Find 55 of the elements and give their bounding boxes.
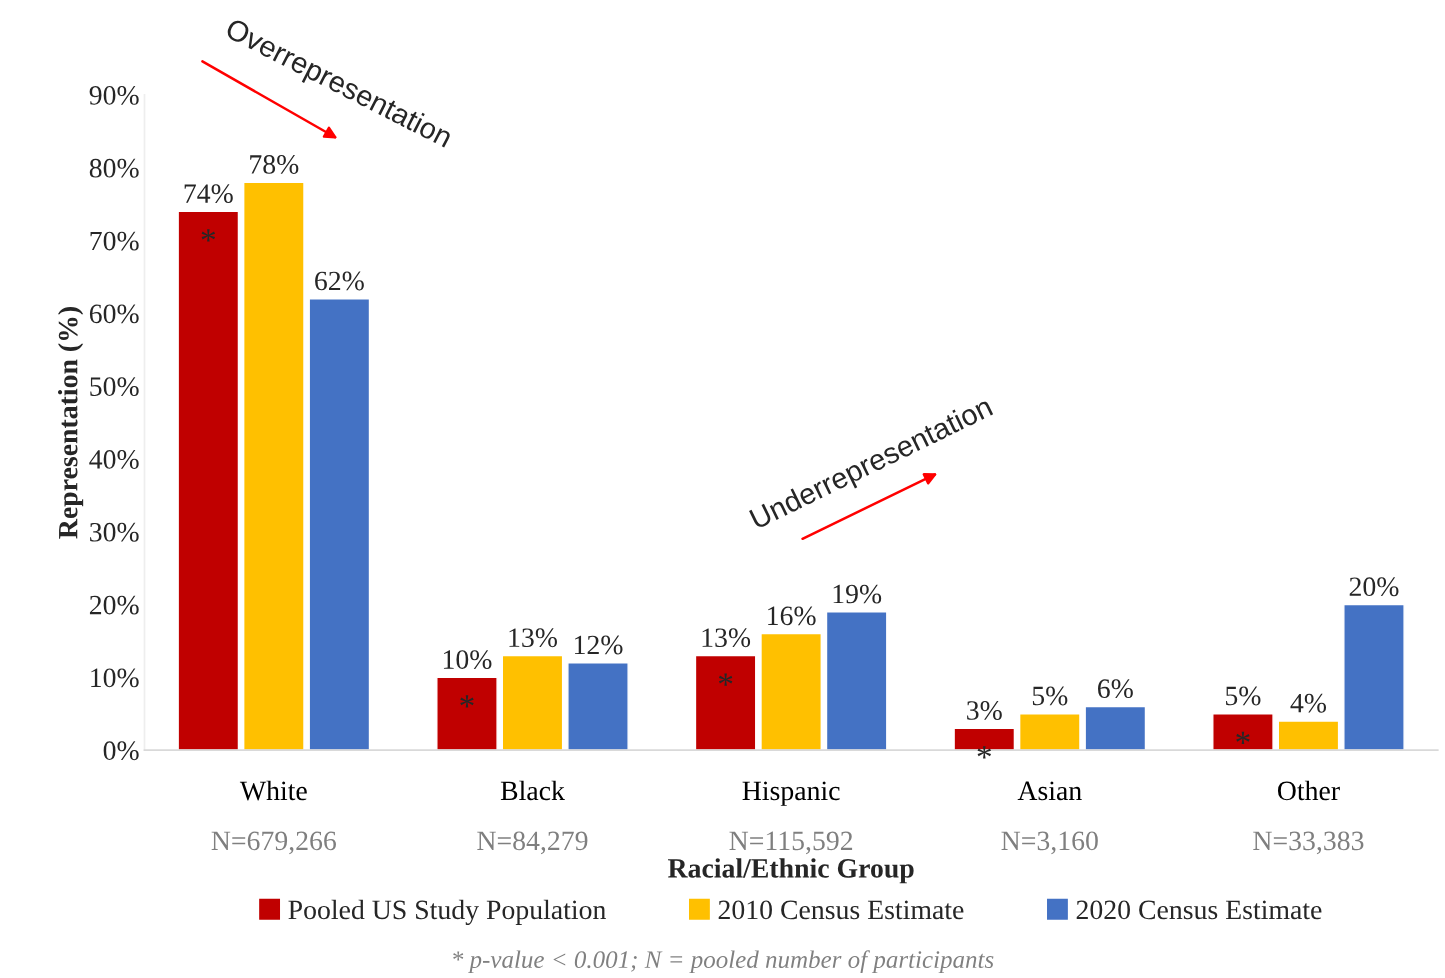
bar [501, 654, 564, 751]
bar [694, 654, 757, 751]
x-tick-label: Black N=84,279 [477, 780, 588, 855]
y-axis-title: Representation (%) [57, 307, 84, 539]
text: 5% [1226, 686, 1261, 706]
y-tick-label: 90% [89, 86, 139, 105]
y-tick-label: 50% [90, 377, 139, 397]
annotation: * [977, 746, 992, 759]
annotation: * [1236, 731, 1250, 744]
bar [567, 662, 629, 751]
y-tick-label: 60% [89, 304, 139, 324]
text: 10% [443, 650, 492, 669]
text: 78% [250, 155, 299, 174]
x-tick-label: White N=679,266 [211, 780, 336, 855]
annotation: * [718, 673, 733, 686]
x-axis-title: Racial/Ethnic Group [668, 858, 914, 884]
bar [308, 298, 371, 751]
text: 74% [184, 184, 233, 204]
y-tick-label: 40% [89, 450, 139, 469]
text: 62% [315, 271, 364, 291]
bar [242, 181, 305, 751]
x-tick-label: Asian N=3,160 [1001, 781, 1098, 855]
y-tick-label: 70% [90, 231, 139, 251]
y-tick-label: 10% [91, 668, 139, 688]
bar [177, 210, 240, 751]
text: 16% [768, 606, 816, 626]
text: * p-value < 0.001; N = pooled number of participants [453, 950, 994, 974]
text: 5% [1032, 686, 1068, 706]
y-tick-label: 30% [90, 522, 139, 542]
bar [1018, 713, 1081, 751]
text: 6% [1098, 679, 1133, 699]
text: 19% [833, 584, 882, 604]
text: 3% [967, 701, 1002, 720]
bar [760, 632, 822, 751]
text: 4% [1290, 693, 1327, 713]
bar [1343, 603, 1405, 751]
text: 13% [509, 628, 557, 648]
text: 12% [574, 635, 623, 655]
bar [1084, 705, 1147, 751]
x-tick-label: Hispanic N=115,592 [729, 781, 853, 855]
bar [1277, 720, 1340, 751]
y-tick-label: 0% [103, 741, 139, 761]
y-tick-label: 20% [89, 595, 139, 615]
text: 20% [1349, 577, 1399, 597]
legend-label: Pooled US Study Population [288, 899, 606, 925]
bar [1212, 713, 1274, 751]
annotation: * [460, 695, 474, 708]
y-tick-label: 80% [89, 158, 139, 178]
annotation: * [201, 229, 216, 242]
text: 13% [702, 628, 751, 648]
x-tick-label: Other N=33,383 [1253, 780, 1364, 855]
legend-label: 2020 Census Estimate [1076, 900, 1322, 920]
bar [825, 611, 888, 751]
legend-label: 2010 Census Estimate [718, 900, 964, 920]
bar [436, 676, 498, 751]
